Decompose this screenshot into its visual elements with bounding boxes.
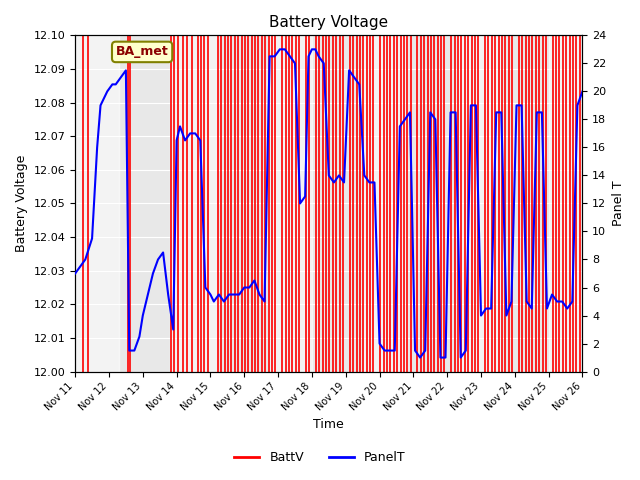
Bar: [170, 36, 217, 372]
Y-axis label: Battery Voltage: Battery Voltage: [15, 155, 28, 252]
Bar: [268, 36, 312, 372]
Legend: BattV, PanelT: BattV, PanelT: [229, 446, 411, 469]
Bar: [363, 36, 406, 372]
Bar: [75, 36, 119, 372]
Y-axis label: Panel T: Panel T: [612, 180, 625, 226]
Text: BA_met: BA_met: [116, 46, 168, 59]
Bar: [458, 36, 501, 372]
X-axis label: Time: Time: [314, 419, 344, 432]
Title: Battery Voltage: Battery Voltage: [269, 15, 388, 30]
Bar: [548, 36, 582, 372]
